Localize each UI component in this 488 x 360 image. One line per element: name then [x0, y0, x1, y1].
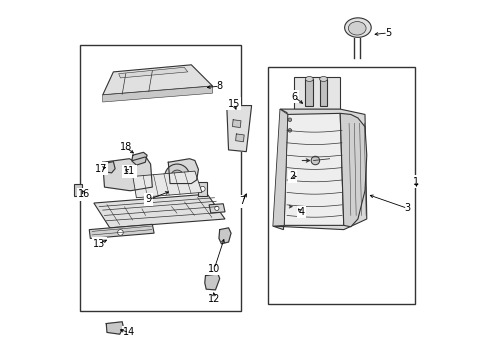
Text: 13: 13 — [93, 239, 105, 249]
Bar — [80, 45, 241, 311]
Polygon shape — [209, 204, 224, 213]
Bar — [74, 184, 82, 196]
Text: 11: 11 — [123, 166, 135, 176]
Polygon shape — [132, 152, 147, 165]
Polygon shape — [102, 86, 212, 102]
Polygon shape — [232, 120, 241, 127]
Circle shape — [118, 230, 123, 235]
Polygon shape — [133, 171, 202, 198]
Text: 18: 18 — [120, 143, 132, 152]
Polygon shape — [284, 113, 343, 225]
Polygon shape — [272, 109, 366, 230]
Polygon shape — [235, 134, 244, 142]
Text: 2: 2 — [288, 171, 295, 181]
Circle shape — [310, 156, 319, 165]
Ellipse shape — [305, 77, 313, 81]
Polygon shape — [102, 157, 152, 191]
Polygon shape — [219, 228, 230, 244]
Circle shape — [164, 164, 189, 189]
Polygon shape — [94, 194, 224, 228]
Polygon shape — [272, 109, 287, 226]
Circle shape — [200, 186, 205, 192]
Polygon shape — [340, 113, 366, 227]
Text: 15: 15 — [227, 99, 240, 109]
Polygon shape — [226, 105, 251, 152]
Text: 6: 6 — [290, 92, 297, 102]
Bar — [319, 79, 327, 105]
Bar — [305, 79, 313, 105]
Polygon shape — [102, 162, 115, 173]
Circle shape — [287, 118, 291, 122]
Circle shape — [287, 129, 291, 132]
Text: 4: 4 — [298, 207, 304, 217]
Bar — [267, 67, 414, 304]
Circle shape — [174, 174, 179, 179]
Text: 9: 9 — [145, 194, 152, 204]
Ellipse shape — [319, 77, 327, 81]
Text: 12: 12 — [208, 294, 220, 304]
Ellipse shape — [347, 22, 366, 35]
Text: 10: 10 — [208, 264, 220, 274]
Text: 16: 16 — [78, 189, 90, 199]
Polygon shape — [119, 67, 187, 78]
Bar — [198, 182, 207, 196]
Circle shape — [170, 170, 183, 183]
Text: 5: 5 — [384, 28, 390, 38]
Text: 14: 14 — [123, 327, 135, 337]
Polygon shape — [204, 274, 219, 290]
Polygon shape — [168, 159, 198, 184]
Text: 17: 17 — [95, 164, 107, 174]
Text: 3: 3 — [404, 203, 410, 213]
Text: 8: 8 — [216, 81, 223, 91]
Text: 7: 7 — [239, 196, 245, 206]
Bar — [293, 77, 340, 109]
Polygon shape — [106, 322, 123, 334]
Ellipse shape — [344, 18, 370, 37]
Circle shape — [214, 206, 219, 211]
Text: 1: 1 — [412, 177, 419, 187]
Polygon shape — [89, 224, 154, 238]
Polygon shape — [102, 65, 212, 95]
